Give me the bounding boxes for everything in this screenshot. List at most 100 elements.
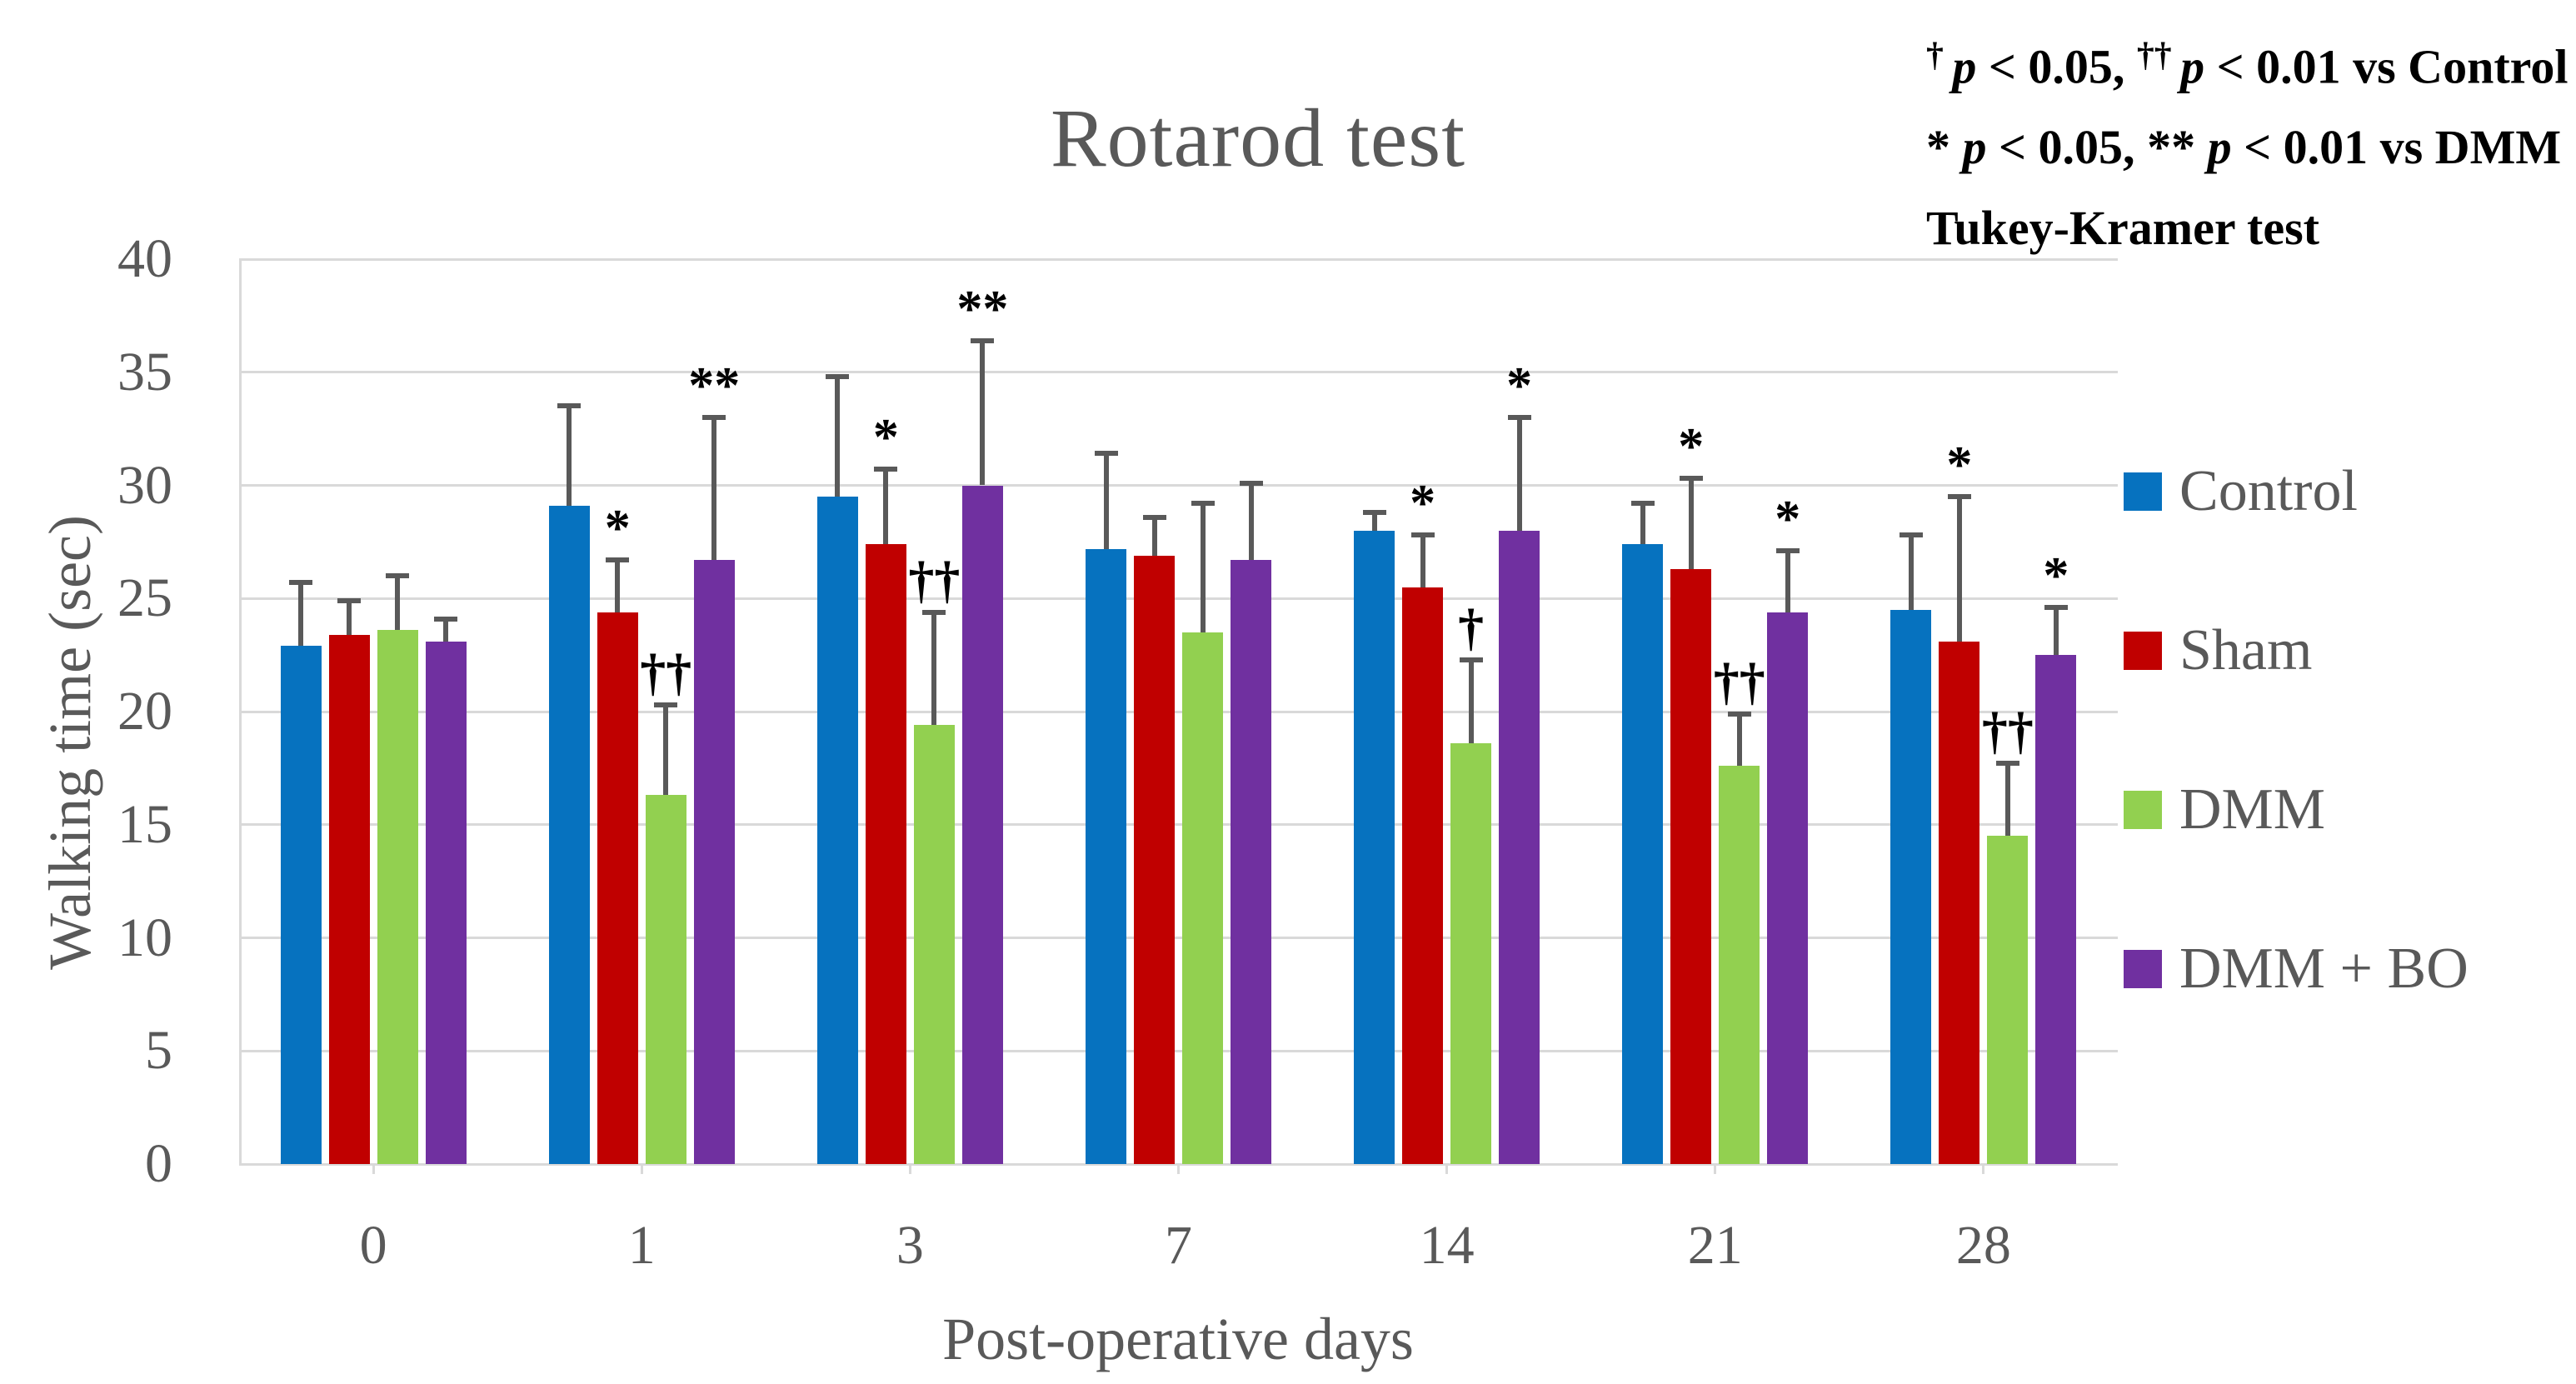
bar-dmmbo-day21 — [1767, 612, 1809, 1164]
legend-label-control: Control — [2179, 459, 2358, 523]
bar-control-day21 — [1622, 544, 1664, 1164]
error-bar-sham-day7 — [1151, 517, 1157, 556]
y-tick-label-30: 30 — [117, 454, 172, 516]
error-bar-cap-control-day14 — [1362, 510, 1386, 516]
bar-dmm-day1 — [645, 795, 686, 1164]
significance-dmmbo-day3: ** — [956, 280, 1009, 337]
error-bar-dmm-day28 — [2004, 763, 2010, 837]
error-bar-sham-day0 — [347, 600, 352, 635]
significance-sham-day28: * — [1946, 437, 1973, 494]
gridline-y-40 — [239, 257, 2118, 261]
significance-dmmbo-day28: * — [2043, 547, 2069, 605]
x-axis-tick-0 — [372, 1164, 375, 1174]
bar-dmm-day0 — [377, 630, 418, 1164]
bar-dmmbo-day14 — [1499, 530, 1540, 1164]
error-bar-dmmbo-day1 — [711, 417, 717, 561]
x-tick-label-3: 3 — [896, 1215, 924, 1276]
significance-sham-day3: * — [872, 409, 899, 467]
error-bar-sham-day21 — [1688, 478, 1694, 569]
bar-dmm-day3 — [913, 725, 955, 1164]
error-bar-control-day28 — [1908, 535, 1914, 610]
error-bar-cap-control-day1 — [557, 403, 582, 409]
y-tick-label-5: 5 — [145, 1020, 172, 1082]
legend-label-sham: Sham — [2179, 618, 2313, 682]
error-bar-cap-sham-day3 — [874, 467, 898, 472]
x-axis-tick-14 — [1445, 1164, 1449, 1174]
significance-dmm-day3: †† — [908, 552, 961, 609]
error-bar-cap-dmm-day28 — [1995, 761, 2019, 767]
chart-title: Rotarod test — [1050, 92, 1466, 184]
bar-sham-day1 — [597, 612, 638, 1164]
error-bar-dmm-day7 — [1200, 503, 1206, 632]
x-tick-label-14: 14 — [1419, 1215, 1475, 1276]
bar-sham-day3 — [865, 544, 906, 1164]
error-bar-cap-dmmbo-day1 — [702, 415, 726, 421]
error-bar-dmmbo-day28 — [2053, 607, 2059, 656]
legend-label-dmm: DMM — [2179, 777, 2326, 842]
error-bar-sham-day14 — [1420, 535, 1425, 587]
error-bar-cap-control-day21 — [1630, 501, 1655, 507]
y-tick-label-35: 35 — [117, 341, 172, 402]
x-axis-title: Post-operative days — [942, 1306, 1414, 1372]
error-bar-cap-dmmbo-day28 — [2044, 605, 2068, 611]
significance-dmmbo-day21: * — [1775, 491, 1801, 548]
significance-dmmbo-day14: * — [1506, 357, 1533, 415]
significance-sham-day14: * — [1410, 475, 1436, 532]
x-tick-label-28: 28 — [1955, 1215, 2011, 1276]
y-tick-label-15: 15 — [117, 793, 172, 855]
x-axis-tick-28 — [1982, 1164, 1985, 1174]
y-tick-label-0: 0 — [145, 1133, 172, 1194]
error-bar-cap-sham-day28 — [1947, 494, 1971, 500]
error-bar-cap-dmm-day0 — [386, 573, 410, 579]
x-axis-tick-7 — [1177, 1164, 1180, 1174]
error-bar-dmmbo-day14 — [1516, 417, 1522, 531]
gridline-y-10 — [239, 937, 2118, 939]
dagger-symbol: † — [1926, 36, 1953, 74]
x-axis-tick-1 — [640, 1164, 643, 1174]
asterisk-symbol: * — [1926, 120, 1963, 175]
note-line-1: † p < 0.05, †† p < 0.01 vs Control — [1926, 36, 2569, 94]
legend-swatch-dmmbo — [2124, 950, 2162, 988]
error-bar-cap-sham-day1 — [606, 557, 630, 563]
significance-sham-day1: * — [604, 500, 631, 557]
gridline-y-35 — [239, 371, 2118, 374]
error-bar-cap-dmm-day3 — [922, 609, 946, 615]
bar-control-day1 — [548, 505, 590, 1164]
error-bar-cap-control-day28 — [1899, 532, 1923, 538]
y-tick-label-40: 40 — [117, 228, 172, 289]
bar-dmmbo-day28 — [2035, 655, 2077, 1164]
y-tick-label-10: 10 — [117, 907, 172, 968]
legend-swatch-sham — [2124, 632, 2162, 670]
bar-dmm-day7 — [1182, 632, 1223, 1164]
x-axis-tick-21 — [1714, 1164, 1717, 1174]
bar-dmmbo-day1 — [693, 560, 735, 1164]
legend-label-dmmbo: DMM + BO — [2179, 937, 2469, 1001]
error-bar-cap-dmmbo-day21 — [1775, 548, 1800, 554]
note-line-2: * p < 0.05, ** p < 0.01 vs DMM — [1926, 120, 2562, 175]
y-axis-line — [239, 259, 242, 1164]
error-bar-cap-dmm-day21 — [1727, 711, 1751, 717]
x-tick-label-1: 1 — [627, 1215, 656, 1276]
error-bar-dmm-day0 — [395, 576, 401, 631]
bar-control-day3 — [816, 497, 858, 1164]
y-tick-label-25: 25 — [117, 567, 172, 629]
error-bar-dmm-day21 — [1736, 713, 1742, 767]
gridline-y-30 — [239, 484, 2118, 487]
gridline-y-15 — [239, 823, 2118, 827]
bar-sham-day0 — [328, 634, 370, 1164]
significance-dmm-day21: †† — [1713, 653, 1765, 711]
bar-dmmbo-day7 — [1231, 560, 1271, 1164]
error-bar-cap-sham-day7 — [1142, 514, 1166, 520]
bar-sham-day14 — [1402, 587, 1444, 1164]
error-bar-cap-control-day3 — [826, 374, 850, 380]
error-bar-cap-sham-day0 — [337, 597, 362, 603]
bar-dmm-day21 — [1719, 766, 1760, 1164]
bar-dmm-day28 — [1987, 836, 2029, 1164]
error-bar-cap-dmm-day1 — [654, 702, 678, 707]
legend-swatch-control — [2124, 472, 2162, 511]
error-bar-control-day7 — [1103, 453, 1109, 549]
bar-dmmbo-day0 — [425, 641, 467, 1164]
error-bar-cap-dmm-day7 — [1191, 501, 1215, 507]
error-bar-sham-day3 — [883, 469, 889, 545]
x-tick-label-7: 7 — [1165, 1215, 1192, 1276]
